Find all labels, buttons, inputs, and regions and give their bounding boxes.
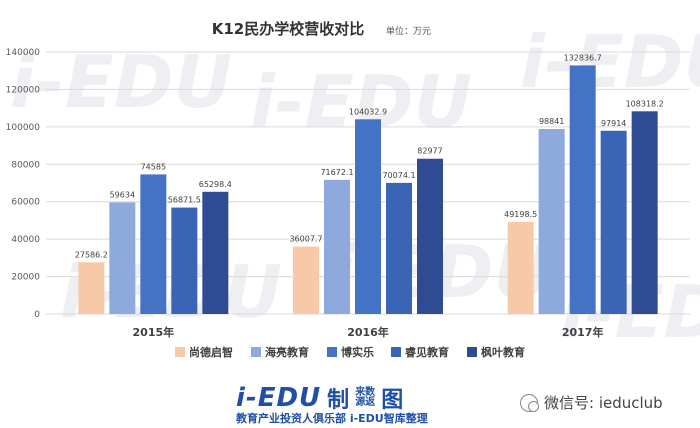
- data-label: 74585: [141, 162, 166, 171]
- bar-2: [109, 202, 136, 314]
- brand-logo-text: i-EDU: [236, 383, 322, 413]
- data-label: 104032.9: [349, 107, 387, 116]
- wechat-label: 微信号: ieduclub: [544, 394, 663, 412]
- wechat-icon: [520, 393, 539, 412]
- bar-1: [293, 246, 319, 314]
- brand-logo-small: 来数 源返: [355, 387, 376, 408]
- bar-1: [507, 221, 534, 314]
- x-tick-label: 2015年: [133, 325, 175, 339]
- bar-3: [355, 119, 381, 314]
- x-tick-label: 2017年: [562, 325, 604, 339]
- legend-swatch: [467, 347, 477, 357]
- data-label: 108318.2: [626, 99, 664, 108]
- y-tick-label: 20000: [11, 273, 40, 283]
- footer: i-EDU 制 来数 源返 图 教育产业投资人俱乐部 i-EDU智库整理 微信号…: [0, 380, 700, 428]
- legend-swatch: [327, 347, 337, 357]
- bar-2: [324, 179, 350, 314]
- y-tick-label: 60000: [11, 198, 40, 208]
- data-label: 59634: [110, 190, 135, 199]
- x-tick-label: 2016年: [347, 325, 389, 339]
- data-label: 65298.4: [199, 180, 232, 189]
- y-tick-label: 120000: [6, 85, 41, 95]
- bar-3: [140, 174, 167, 314]
- legend-label: 睿见教育: [405, 345, 449, 359]
- bar-1: [78, 262, 105, 314]
- bar-chart: K12民办学校营收对比 单位：万元 0 20000 40000 60000 80000 100…: [6, 20, 690, 359]
- data-label: 27586.2: [75, 250, 108, 259]
- bar-5: [202, 191, 229, 314]
- y-tick-label: 40000: [11, 235, 40, 245]
- data-label: 49198.5: [504, 210, 537, 219]
- brand-logo-mark-2: 图: [381, 388, 404, 413]
- data-label: 132836.7: [564, 53, 602, 62]
- legend-label: 尚德启智: [189, 345, 233, 359]
- y-tick-label: 140000: [6, 48, 41, 58]
- data-label: 36007.7: [289, 235, 322, 244]
- legend-swatch: [391, 347, 401, 357]
- bar-4: [386, 182, 412, 314]
- y-tick-label: 80000: [11, 160, 40, 170]
- data-label: 70074.1: [382, 171, 415, 180]
- data-label: 56871.5: [168, 196, 201, 205]
- data-label: 82977: [417, 147, 442, 156]
- bar-2: [538, 129, 565, 314]
- legend-swatch: [251, 347, 261, 357]
- bar-5: [631, 111, 658, 314]
- y-tick-label: 100000: [6, 123, 41, 133]
- legend-label: 海亮教育: [265, 345, 309, 359]
- chart-title: K12民办学校营收对比: [212, 20, 365, 38]
- data-label: 71672.1: [320, 168, 353, 177]
- bar-4: [171, 207, 198, 314]
- legend-label: 博实乐: [341, 345, 374, 359]
- unit-note: 单位：万元: [386, 25, 431, 37]
- legend-swatch: [175, 347, 185, 357]
- bar-5: [417, 158, 443, 314]
- data-label: 98841: [539, 117, 564, 126]
- bar-3: [569, 65, 596, 314]
- brand-logo-mark: 制: [327, 388, 350, 413]
- brand-subtitle: 教育产业投资人俱乐部 i-EDU智库整理: [236, 412, 428, 425]
- bar-4: [600, 130, 627, 314]
- wechat-id: 微信号: ieduclub: [520, 392, 663, 413]
- legend-label: 枫叶教育: [481, 345, 525, 359]
- data-label: 97914: [601, 119, 626, 128]
- y-tick-label: 0: [34, 310, 40, 320]
- brand-logo: i-EDU 制 来数 源返 图: [236, 382, 403, 414]
